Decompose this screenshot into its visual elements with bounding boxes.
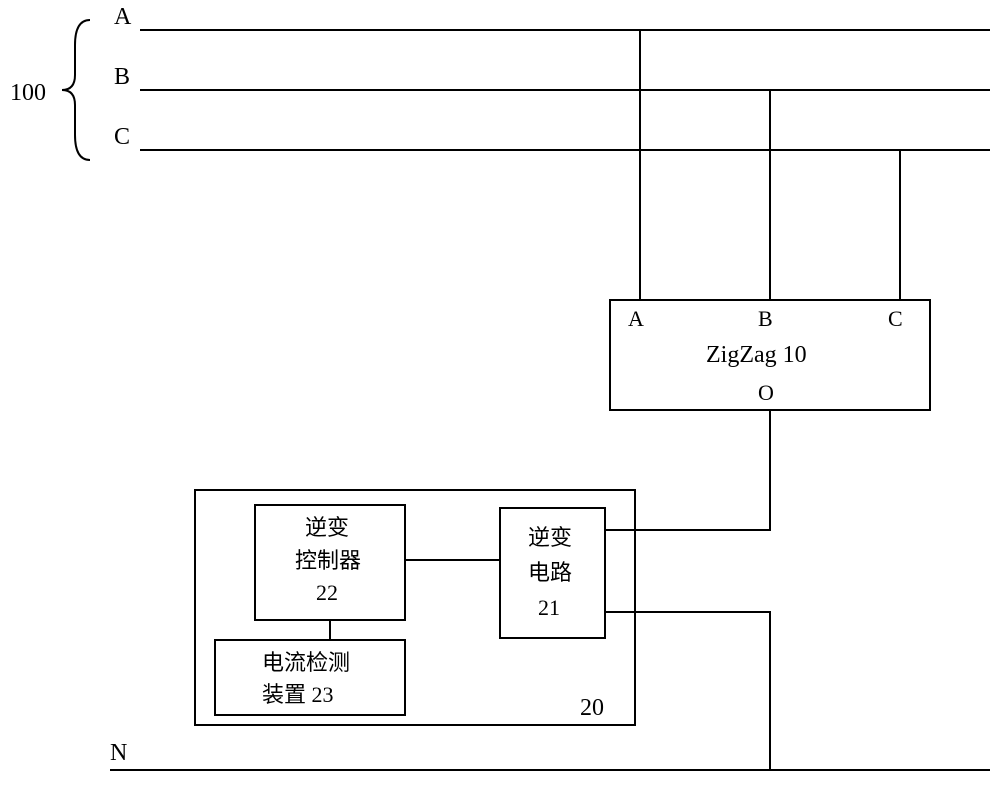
inverter-controller-line2: 控制器 <box>295 548 361 573</box>
inverter-group-label: 20 <box>580 695 604 721</box>
wire-zigzag-to-inverter <box>605 410 770 530</box>
circuit-diagram: 100 A B C A B C ZigZag 10 O 20 逆变 电路 21 … <box>0 0 1000 805</box>
neutral-label: N <box>110 740 127 766</box>
current-detector-line2: 装置 23 <box>262 682 334 707</box>
phase-c-label: C <box>114 124 130 150</box>
inverter-circuit-line3: 21 <box>538 595 560 620</box>
phase-a-label: A <box>114 4 132 30</box>
inverter-controller-line3: 22 <box>316 580 338 605</box>
bus-group-label: 100 <box>10 80 46 106</box>
zigzag-title: ZigZag 10 <box>706 342 807 368</box>
inverter-circuit-line1: 逆变 <box>528 525 572 550</box>
current-detector-line1: 电流检测 <box>262 650 350 675</box>
zigzag-terminal-c: C <box>888 306 903 331</box>
phase-b-label: B <box>114 64 130 90</box>
zigzag-neutral-terminal: O <box>758 380 774 405</box>
inverter-circuit-line2: 电路 <box>528 560 572 585</box>
wire-inverter-to-n <box>605 612 770 770</box>
zigzag-terminal-a: A <box>628 306 644 331</box>
brace-100 <box>62 20 90 160</box>
inverter-controller-line1: 逆变 <box>305 515 349 540</box>
zigzag-terminal-b: B <box>758 306 773 331</box>
